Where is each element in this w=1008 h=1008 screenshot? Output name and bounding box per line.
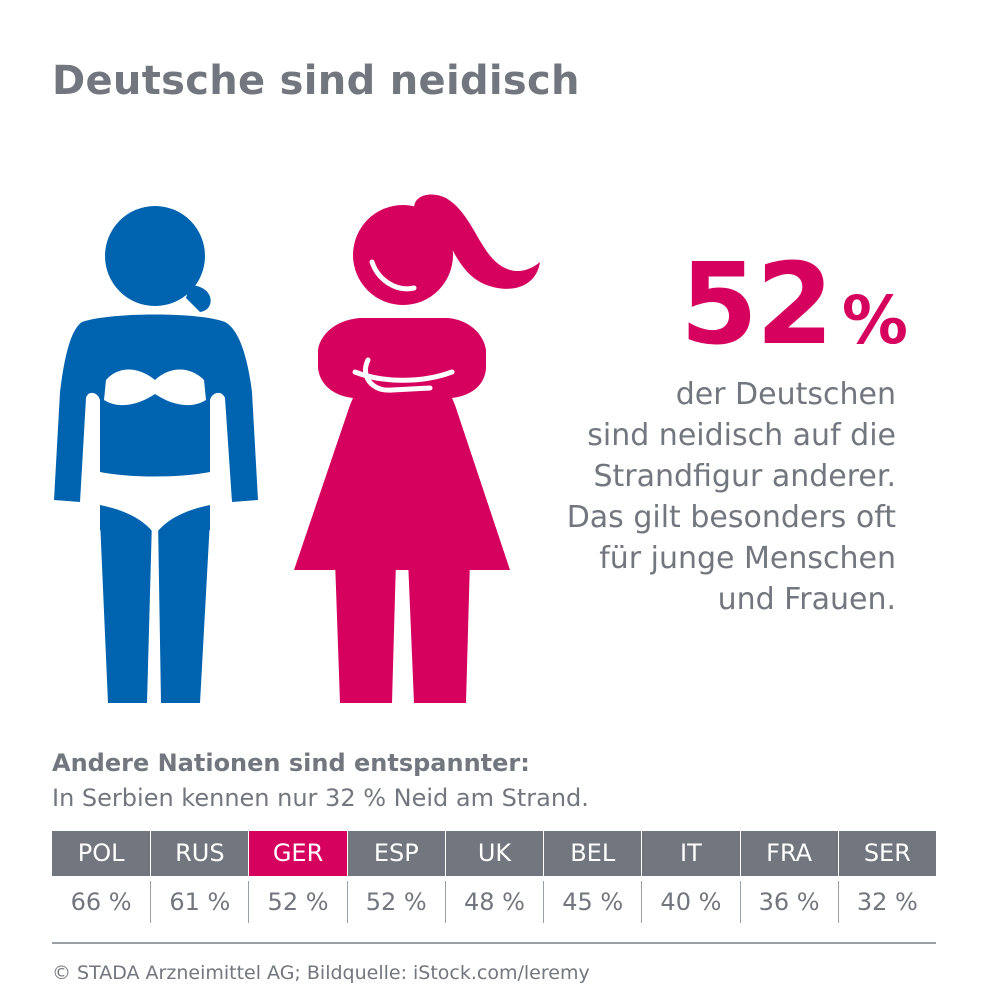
nation-value: 40 % — [641, 881, 739, 923]
nation-code: POL — [52, 831, 151, 876]
nation-code: GER — [248, 831, 347, 876]
nation-value: 48 % — [444, 881, 543, 923]
desc-line: der Deutschen — [675, 377, 896, 412]
nation-code: ESP — [346, 831, 445, 876]
nation-column: IT 40 % — [641, 831, 740, 923]
nation-value: 61 % — [150, 881, 248, 923]
headline-stat: 52% — [680, 240, 908, 370]
desc-line: Strandfigur anderer. — [593, 459, 896, 494]
nation-code: BEL — [543, 831, 642, 876]
page-title: Deutsche sind neidisch — [52, 58, 580, 104]
nation-value: 32 % — [837, 881, 936, 923]
bikini-cutouts — [100, 369, 210, 535]
nation-code: IT — [641, 831, 740, 876]
stat-value: 52 — [680, 240, 834, 370]
nation-column: FRA 36 % — [739, 831, 838, 923]
stat-unit: % — [841, 282, 908, 359]
nation-column: UK 48 % — [444, 831, 544, 923]
nation-value: 45 % — [543, 881, 641, 923]
desc-line: für junge Menschen — [599, 541, 896, 576]
comparison-subheading: In Serbien kennen nur 32 % Neid am Stran… — [52, 784, 589, 812]
nation-column: SER 32 % — [837, 831, 936, 923]
nation-column: RUS 61 % — [150, 831, 249, 923]
nation-column: GER 52 % — [248, 831, 347, 923]
nation-column: POL 66 % — [52, 831, 151, 923]
woman-arms-crossed-icon — [294, 194, 540, 703]
comparison-heading: Andere Nationen sind entspannter: — [52, 749, 530, 777]
woman-bikini-icon — [54, 206, 258, 703]
nation-code: SER — [837, 831, 936, 876]
desc-line: Das gilt besonders oft — [566, 500, 896, 535]
desc-line: sind neidisch auf die — [587, 418, 896, 453]
nation-column: ESP 52 % — [346, 831, 445, 923]
nation-value: 36 % — [739, 881, 838, 923]
nation-code: FRA — [739, 831, 838, 876]
nation-value: 66 % — [70, 888, 132, 916]
arm-outlines — [352, 259, 455, 393]
nation-value: 52 % — [248, 881, 346, 923]
credit-line: © STADA Arzneimittel AG; Bildquelle: iSt… — [52, 962, 590, 984]
stat-description: der Deutschen sind neidisch auf die Stra… — [496, 374, 896, 620]
nation-column: BEL 45 % — [543, 831, 642, 923]
nations-table: POL 66 % RUS 61 % GER 52 % ESP 52 % UK 48 % BEL 45 … — [52, 831, 936, 923]
nation-code: RUS — [150, 831, 249, 876]
nation-value: 52 % — [346, 881, 445, 923]
desc-line: und Frauen. — [717, 582, 896, 617]
nation-code: UK — [444, 831, 544, 876]
divider — [52, 942, 936, 944]
